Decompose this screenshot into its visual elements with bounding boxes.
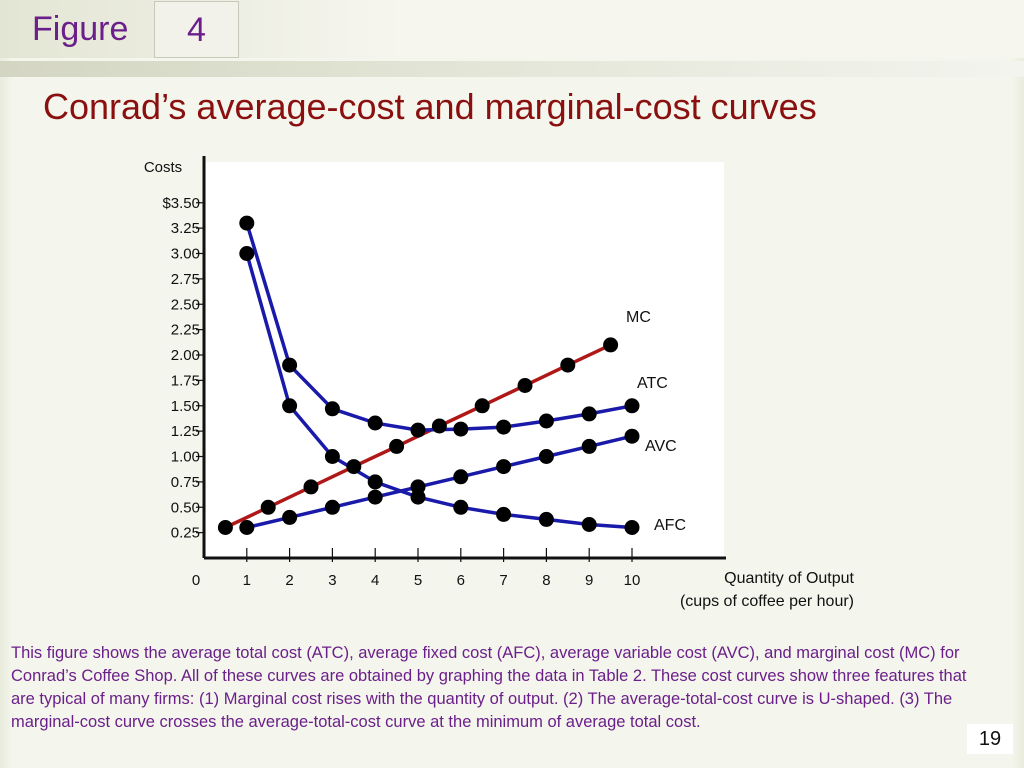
avc-point (581, 438, 597, 454)
x-tick-label: 9 (585, 572, 593, 589)
afc-point (324, 449, 340, 464)
avc-point (624, 428, 640, 444)
y-tick-label: 3.00 (171, 246, 200, 263)
afc-curve (245, 253, 633, 530)
mc-point (517, 378, 533, 393)
avc-point (282, 509, 298, 525)
y-tick-label: $3.50 (162, 195, 200, 212)
mc-point (217, 520, 233, 535)
atc-label: ATC (637, 375, 668, 392)
y-tick-label: 3.25 (171, 220, 200, 237)
atc-point (324, 401, 340, 417)
afc-label: AFC (654, 517, 686, 534)
afc-point (538, 511, 554, 527)
x-axis-title: Quantity of Output (724, 570, 854, 587)
slide-title: Conrad’s average-cost and marginal-cost … (43, 86, 817, 127)
afc-point (581, 517, 597, 532)
slide-number-box (967, 724, 1013, 754)
avc-point (239, 520, 255, 535)
x-tick-label: 10 (624, 572, 641, 589)
afc-point (367, 474, 383, 490)
afc-point (282, 398, 298, 414)
mc-point (603, 337, 619, 353)
y-tick-label: 0.75 (171, 474, 200, 491)
figure-number: 4 (187, 11, 206, 49)
atc-point (239, 215, 255, 231)
y-tick-label: 1.50 (171, 398, 200, 415)
atc-point (282, 357, 298, 373)
atc-point (453, 421, 469, 437)
x-tick-label: 3 (328, 572, 336, 589)
x-tick-label: 7 (499, 572, 507, 589)
avc-point (453, 469, 469, 485)
x-tick-label: 2 (285, 572, 293, 589)
header-bar: Figure 4 (0, 0, 1024, 58)
x-axis-subtitle: (cups of coffee per hour) (680, 593, 854, 610)
avc-curve (246, 434, 633, 530)
atc-point (581, 406, 597, 422)
figure-label: Figure (32, 10, 129, 48)
avc-point (324, 499, 340, 515)
y-tick-label: 1.75 (171, 372, 200, 389)
mc-label: MC (626, 309, 651, 326)
afc-point (410, 489, 426, 505)
mc-point (260, 499, 276, 515)
atc-point (367, 415, 383, 431)
cost-curves-chart: $3.50 3.25 3.00 2.75 2.50 2.25 2.00 1.75 1.50 1.2… (144, 156, 855, 610)
afc-point (453, 499, 469, 515)
x-tick-label: 8 (542, 572, 550, 589)
mc-point (560, 357, 576, 373)
x-tick-label: 1 (243, 572, 251, 589)
avc-label: AVC (645, 438, 677, 455)
atc-point (624, 398, 640, 414)
mc-point (474, 398, 490, 414)
afc-point (624, 520, 640, 535)
mc-point (346, 459, 362, 475)
figure-number-box: 4 (154, 1, 239, 58)
y-tick-label: 2.00 (171, 347, 200, 364)
x-tick-label: 4 (371, 572, 379, 589)
mc-point (303, 479, 319, 495)
slide-number: 19 (978, 728, 1002, 750)
avc-point (496, 459, 512, 475)
afc-point (496, 506, 512, 522)
x-tick-label: 6 (457, 572, 465, 589)
atc-point (538, 413, 554, 429)
avc-point (367, 489, 383, 505)
mc-point (389, 438, 405, 454)
y-tick-label: 2.50 (171, 296, 200, 313)
atc-point (496, 419, 512, 435)
atc-point (410, 422, 426, 438)
y-tick-label: 2.25 (171, 322, 200, 339)
x-tick-label: 5 (414, 572, 422, 589)
avc-point (538, 449, 554, 464)
y-tick-label: 0.50 (171, 499, 200, 516)
y-tick-label: 0.25 (171, 525, 200, 542)
y-tick-label: 1.00 (171, 449, 200, 466)
afc-point (239, 246, 255, 261)
y-axis-title: Costs (144, 159, 182, 176)
figure-caption: This figure shows the average total cost… (11, 644, 967, 731)
mc-point (431, 418, 447, 434)
header-divider (0, 61, 1024, 77)
y-tick-label: 1.25 (171, 423, 200, 440)
y-tick-label: 2.75 (171, 271, 200, 288)
x-tick-label: 0 (192, 572, 200, 589)
